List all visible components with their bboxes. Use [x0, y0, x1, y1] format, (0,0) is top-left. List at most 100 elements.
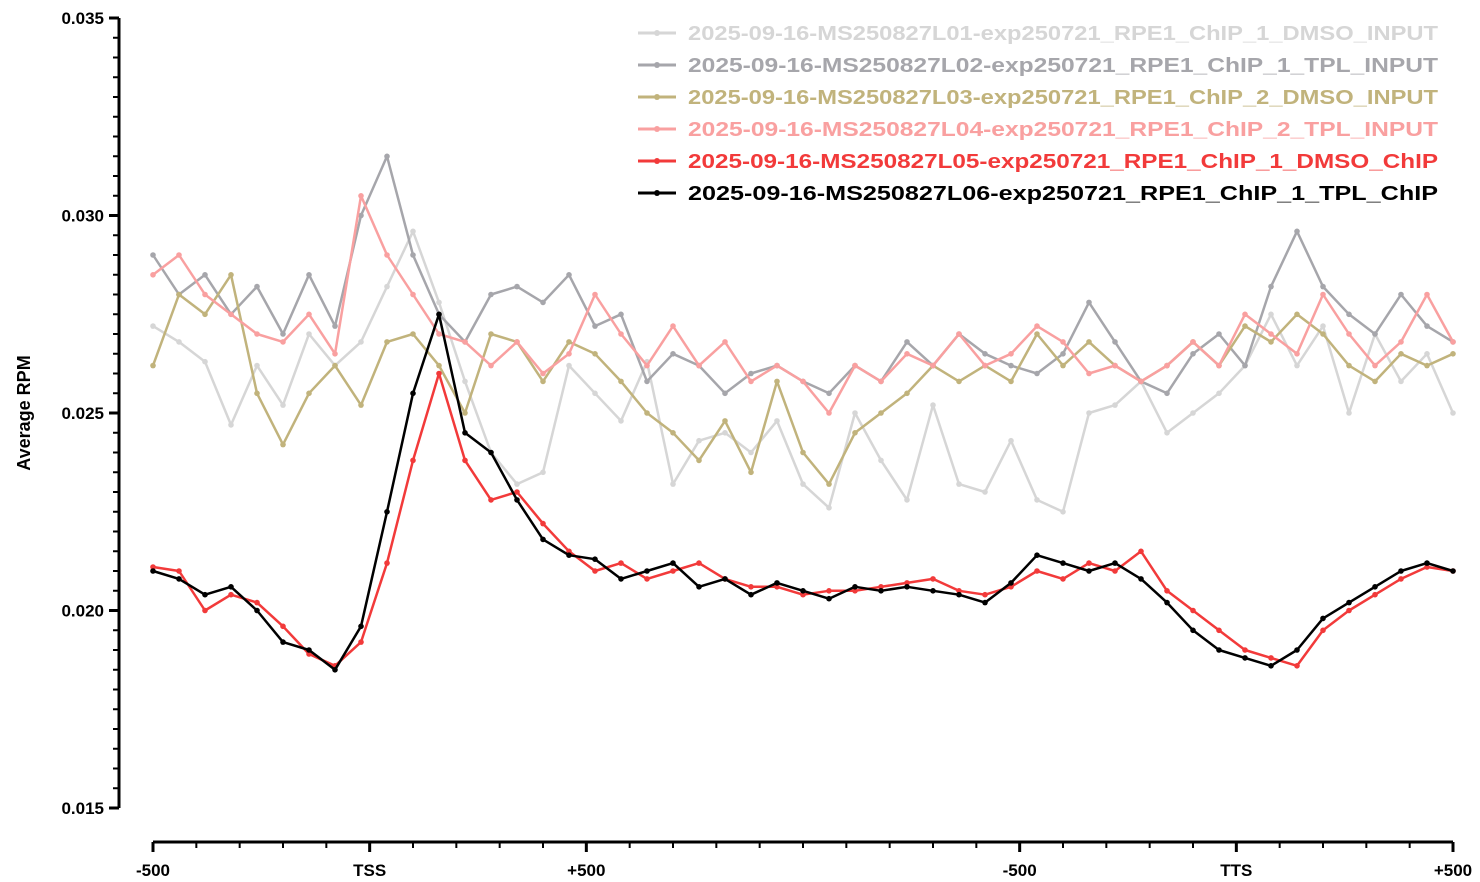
- data-point: [1294, 663, 1300, 669]
- legend: 2025-09-16-MS250827L01-exp250721_RPE1_Ch…: [638, 23, 1438, 205]
- data-point: [566, 552, 572, 558]
- data-point: [1268, 339, 1274, 345]
- data-point: [644, 410, 650, 416]
- data-point: [618, 576, 624, 582]
- data-point: [956, 591, 962, 598]
- legend-label: 2025-09-16-MS250827L05-exp250721_RPE1_Ch…: [688, 151, 1438, 173]
- data-point: [280, 402, 286, 408]
- data-point: [774, 378, 780, 385]
- data-point: [722, 576, 728, 582]
- data-point: [1086, 568, 1092, 574]
- data-point: [878, 584, 884, 590]
- data-point: [150, 362, 156, 369]
- data-point: [1242, 655, 1248, 661]
- data-point: [644, 576, 650, 582]
- data-point: [306, 331, 312, 337]
- data-point: [618, 378, 624, 385]
- data-point: [1372, 362, 1378, 369]
- data-point: [1216, 390, 1222, 397]
- data-point: [1216, 362, 1222, 369]
- data-point: [358, 339, 364, 345]
- data-point: [1086, 560, 1092, 566]
- data-point: [566, 351, 572, 357]
- data-point: [618, 560, 624, 566]
- data-point: [1450, 568, 1456, 574]
- data-point: [1346, 410, 1352, 416]
- data-point: [644, 568, 650, 574]
- data-point: [1450, 410, 1456, 416]
- data-point: [228, 591, 234, 598]
- legend-label: 2025-09-16-MS250827L01-exp250721_RPE1_Ch…: [688, 23, 1438, 45]
- data-point: [696, 437, 702, 444]
- data-point: [826, 588, 832, 594]
- data-point: [878, 588, 884, 594]
- data-point: [1320, 283, 1326, 290]
- data-point: [1294, 311, 1300, 318]
- data-point: [800, 378, 806, 385]
- data-point: [358, 639, 364, 645]
- data-point: [202, 607, 208, 614]
- data-point: [774, 584, 780, 590]
- legend-marker: [654, 94, 660, 100]
- data-point: [202, 272, 208, 278]
- data-point: [488, 291, 494, 298]
- legend-item: 2025-09-16-MS250827L01-exp250721_RPE1_Ch…: [638, 23, 1438, 45]
- data-point: [748, 591, 754, 598]
- data-point: [1372, 378, 1378, 385]
- y-tick-label: 0.035: [61, 9, 104, 28]
- data-point: [1294, 362, 1300, 369]
- data-point: [540, 469, 546, 476]
- data-point: [1086, 299, 1092, 306]
- data-point: [904, 497, 910, 503]
- data-point: [826, 410, 832, 416]
- data-point: [254, 607, 260, 614]
- series-4: [150, 193, 1456, 416]
- y-minor-ticks: [113, 36, 119, 790]
- data-point: [670, 323, 676, 329]
- data-point: [982, 362, 988, 369]
- data-point: [592, 390, 598, 397]
- data-point: [956, 588, 962, 594]
- data-point: [1424, 564, 1430, 570]
- data-point: [930, 588, 936, 594]
- data-point: [410, 457, 416, 464]
- data-point: [852, 588, 858, 594]
- data-point: [514, 283, 520, 290]
- data-point: [1346, 362, 1352, 369]
- data-point: [1294, 351, 1300, 357]
- data-point: [358, 193, 364, 199]
- data-point: [956, 481, 962, 487]
- data-point: [1398, 351, 1404, 357]
- data-point: [1164, 390, 1170, 397]
- data-point: [748, 584, 754, 590]
- data-point: [488, 331, 494, 337]
- data-point: [930, 576, 936, 582]
- data-point: [1346, 599, 1352, 606]
- data-point: [150, 323, 156, 329]
- data-point: [228, 422, 234, 428]
- data-point: [306, 647, 312, 653]
- data-point: [410, 390, 416, 397]
- data-point: [852, 430, 858, 436]
- data-point: [1008, 362, 1014, 369]
- data-point: [332, 351, 338, 357]
- x-tick-label: TTS: [1220, 861, 1252, 880]
- data-point: [1112, 402, 1118, 408]
- series-6: [150, 311, 1456, 673]
- data-point: [1164, 430, 1170, 436]
- y-tick-label: 0.015: [61, 799, 104, 818]
- x-tick-label: -500: [1003, 861, 1037, 880]
- data-point: [1164, 599, 1170, 606]
- data-point: [462, 410, 468, 416]
- series-line: [152, 313, 1454, 672]
- data-point: [592, 351, 598, 357]
- data-point: [566, 362, 572, 369]
- data-point: [540, 299, 546, 306]
- data-point: [696, 560, 702, 566]
- data-point: [1164, 362, 1170, 369]
- data-point: [358, 212, 364, 219]
- x-tick-label: +500: [567, 861, 605, 880]
- data-point: [1112, 339, 1118, 345]
- data-point: [540, 370, 546, 377]
